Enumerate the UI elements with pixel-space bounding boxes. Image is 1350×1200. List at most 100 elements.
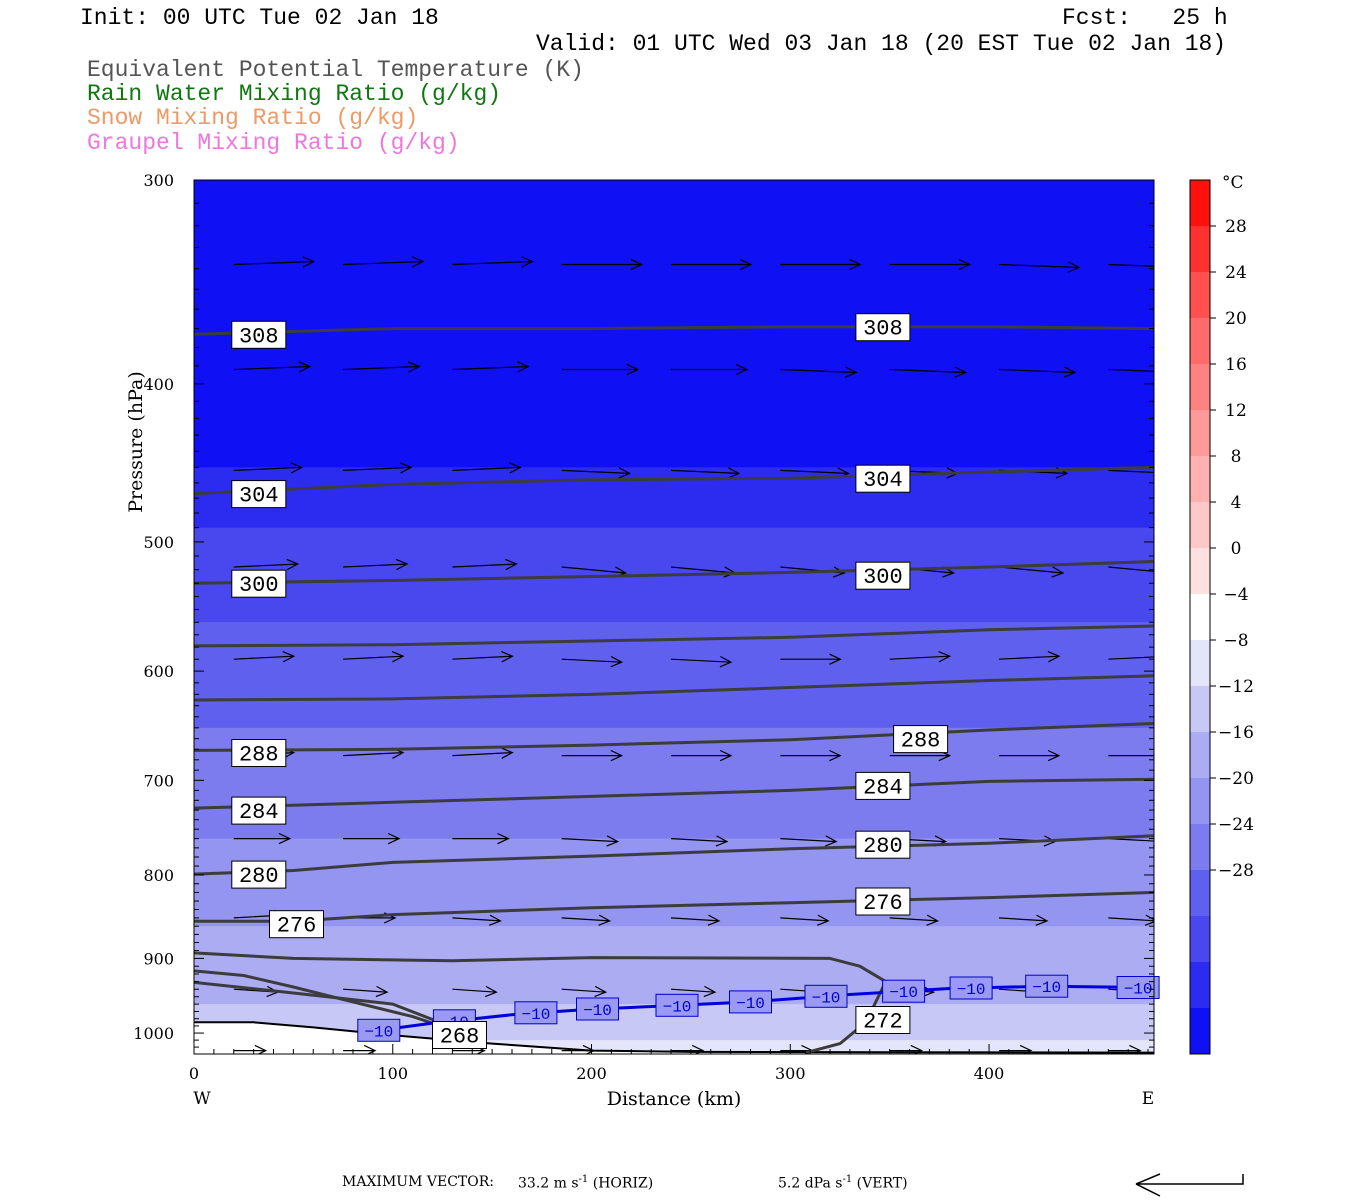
wind-vector <box>889 1044 924 1054</box>
y-tick-label: 1000 <box>133 1024 174 1043</box>
colorbar-swatch <box>1190 686 1210 733</box>
wind-vector <box>233 832 292 845</box>
theta-e-label: 304 <box>239 484 279 509</box>
vert-unit: (VERT) <box>856 1175 908 1192</box>
theta-e-label-box <box>855 313 911 342</box>
colorbar-swatch <box>1190 1008 1210 1055</box>
isotherm-label-box <box>882 979 926 1003</box>
theta-e-contour <box>194 624 1154 648</box>
wind-vector <box>999 1044 1033 1054</box>
isotherm-label-box <box>804 984 848 1008</box>
isotherm-label-box <box>949 976 993 1000</box>
wind-vector <box>343 558 409 571</box>
colorbar-label: −8 <box>1223 631 1248 651</box>
wind-vector <box>561 835 620 847</box>
theta-e-contour <box>194 325 1154 336</box>
wind-vector <box>998 914 1049 926</box>
wind-vector <box>670 985 717 998</box>
theta-e-label-box <box>231 739 287 767</box>
colorbar-label: 16 <box>1225 355 1247 375</box>
init-time: Init: 00 UTC Tue 02 Jan 18 <box>80 5 439 31</box>
wind-vector <box>780 749 842 762</box>
isotherm-label: −10 <box>583 1002 612 1020</box>
theta-e-label: 308 <box>863 317 903 342</box>
wind-vector <box>561 985 608 998</box>
wind-vector <box>343 985 389 998</box>
theta-e-label-box <box>269 910 324 939</box>
wind-vector <box>1108 755 1154 757</box>
y-tick-label: 400 <box>143 375 174 394</box>
isotherm-label-box <box>1116 976 1160 999</box>
wind-vector <box>452 256 534 268</box>
wind-vector <box>780 835 838 847</box>
axes: 300 400 500 600 700 800 900 1000 0 100 200 300 400 <box>133 171 1154 1083</box>
theta-e-label-box <box>855 771 911 800</box>
wind-vector <box>561 363 640 376</box>
theta-e-label-box <box>231 480 287 509</box>
isotherm-label: −10 <box>736 995 765 1013</box>
forecast-hour: Fcst: 25 h <box>1062 5 1228 31</box>
isotherm-label: −10 <box>1124 981 1153 999</box>
colorbar-swatch <box>1190 870 1210 917</box>
isotherm-label: −10 <box>812 989 841 1007</box>
wind-vector <box>452 832 510 845</box>
wind-vector <box>233 361 312 373</box>
wind-vector <box>671 258 753 271</box>
wind-vector <box>1108 914 1154 926</box>
wind-vector <box>452 462 522 474</box>
x-tick-label: 300 <box>775 1064 806 1083</box>
x-tick-label: 0 <box>189 1064 199 1083</box>
wind-vector <box>1108 835 1154 847</box>
isotherm-label-box <box>1025 974 1069 998</box>
theta-e-label-box <box>231 796 287 825</box>
colorbar-swatch <box>1190 594 1210 641</box>
colorbar-label: 0 <box>1231 539 1242 559</box>
temperature-field <box>194 180 1154 1054</box>
wind-vector <box>233 462 304 474</box>
colorbar-swatch <box>1190 916 1210 963</box>
wind-vector <box>998 261 1081 273</box>
field-label-rain: Rain Water Mixing Ratio (g/kg) <box>87 81 502 107</box>
wind-vector <box>343 1044 377 1054</box>
horiz-value: 33.2 m s <box>518 1175 579 1192</box>
theta-e-label: 284 <box>863 775 903 800</box>
temperature-band <box>194 467 1154 529</box>
colorbar-swatch <box>1190 410 1210 457</box>
theta-e-label-box <box>893 725 949 754</box>
wind-vector <box>889 651 952 663</box>
theta-e-contour <box>194 834 1154 876</box>
colorbar-swatch <box>1190 548 1210 595</box>
wind-vector <box>1108 469 1154 474</box>
theta-e-contour <box>194 777 1154 810</box>
y-tick-label: 300 <box>143 171 174 190</box>
plot-frame <box>193 179 1155 1055</box>
temperature-band <box>194 180 1154 468</box>
vert-exponent: -1 <box>842 1174 853 1185</box>
wind-vector <box>561 749 624 762</box>
theta-e-label: 288 <box>901 729 941 754</box>
colorbar-label: 4 <box>1231 493 1242 513</box>
theta-e-contour <box>194 560 1154 585</box>
wind-vector <box>670 835 729 847</box>
wind-vector <box>561 655 624 668</box>
colorbar-label: 28 <box>1225 217 1247 237</box>
colorbar: °C 28 24 20 16 12 8 4 0 −4 −8 −12 −16 −20 −24 −28 <box>1189 173 1254 1055</box>
theta-e-label-box <box>855 561 911 590</box>
theta-e-label: 276 <box>277 914 317 939</box>
colorbar-swatch <box>1190 456 1210 503</box>
theta-e-label: 280 <box>863 834 903 859</box>
max-vector-label: MAXIMUM VECTOR: <box>342 1174 494 1190</box>
colorbar-label: 12 <box>1225 401 1247 421</box>
wind-vector <box>233 558 300 571</box>
wind-vector <box>780 366 858 378</box>
colorbar-swatch <box>1190 824 1210 871</box>
wind-vector <box>671 1044 705 1054</box>
wind-vector <box>999 749 1061 762</box>
wind-vector <box>452 361 530 373</box>
theta-e-label: 288 <box>239 743 279 768</box>
theta-e-label: 268 <box>440 1025 480 1050</box>
y-tick-label: 500 <box>143 533 174 552</box>
colorbar-swatch <box>1190 272 1210 319</box>
y-tick-label: 900 <box>143 949 174 968</box>
wind-vector <box>889 914 940 926</box>
